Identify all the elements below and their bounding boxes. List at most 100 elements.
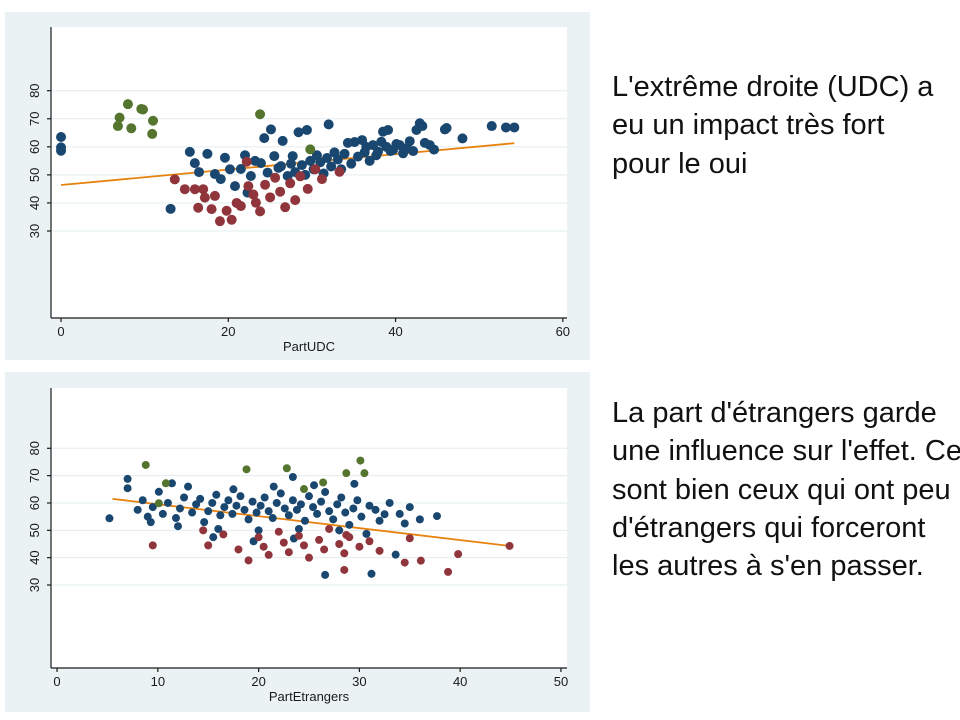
data-point-group-navy [158,509,167,518]
y-tick-label: 60 [27,496,42,510]
data-point-group-navy [287,151,298,162]
data-point-group-navy [202,148,213,159]
data-point-group-maroon [405,534,414,543]
data-point-group-maroon [416,556,425,565]
data-point-group-maroon [226,214,237,225]
data-point-group-navy [265,124,276,135]
data-point-group-maroon [260,179,271,190]
data-point-group-navy [264,507,273,516]
data-point-group-navy [259,133,270,144]
data-point-group-navy [216,511,225,520]
data-point-group-navy [200,518,209,527]
data-point-group-maroon [241,156,252,167]
data-point-group-olive [148,115,159,126]
data-point-group-navy [367,569,376,578]
data-point-group-navy [254,526,263,535]
data-point-group-navy [357,512,366,521]
data-point-group-navy [245,171,256,182]
data-point-group-navy [184,482,193,491]
data-point-group-maroon [248,189,259,200]
data-point-group-navy [323,119,334,130]
data-point-group-navy [275,161,286,172]
data-point-group-navy [365,501,374,510]
data-point-group-navy [349,504,358,513]
data-point-group-maroon [250,197,261,208]
data-point-group-navy [296,160,307,171]
data-point-group-navy [268,514,277,523]
data-point-group-navy [240,505,249,514]
data-point-group-navy [286,158,297,169]
y-tick-label: 30 [27,578,42,592]
data-point-group-navy [325,507,334,516]
data-point-group-navy [326,161,337,172]
data-point-group-navy [310,481,319,490]
data-point-group-maroon [193,202,204,213]
data-point-group-maroon [198,184,209,195]
data-point-group-navy [212,490,221,499]
data-point-group-maroon [235,201,246,212]
data-point-group-navy [500,122,511,133]
data-point-group-navy [163,498,172,507]
data-point-group-maroon [400,558,409,567]
x-tick-label: 10 [151,674,165,689]
data-point-group-maroon [199,526,208,535]
data-point-group-navy [284,511,293,520]
data-point-group-maroon [302,183,313,194]
data-point-group-olive [242,465,251,474]
data-point-group-navy [408,146,419,157]
x-tick-label: 40 [453,674,467,689]
data-point-group-navy [391,550,400,559]
data-point-group-navy [204,507,213,516]
x-tick-label: 50 [554,674,568,689]
data-point-group-maroon [270,172,281,183]
y-tick-label: 30 [27,224,42,238]
data-point-group-navy [173,522,182,531]
data-point-group-maroon [285,178,296,189]
x-tick-label: 20 [251,674,265,689]
x-tick-label: 0 [53,674,60,689]
data-point-group-navy [220,503,229,512]
plot-area [51,388,567,668]
data-point-group-navy [349,137,360,148]
data-point-group-maroon [290,195,301,206]
data-point-group-navy [345,520,354,529]
data-point-group-navy [288,496,297,505]
y-tick-label: 40 [27,550,42,564]
data-point-group-navy [288,473,297,482]
data-point-group-maroon [299,541,308,550]
data-point-group-navy [189,158,200,169]
scatter-chart-partetrangers: 0 10 20 30 40 50 PartEtrangers 30 40 50 60 70 80 [5,372,590,712]
data-point-group-navy [123,474,132,483]
data-point-group-navy [337,493,346,502]
data-point-group-navy [262,167,273,178]
data-point-group-navy [219,152,230,163]
data-point-group-navy [214,524,223,533]
data-point-group-olive [360,469,369,478]
data-point-group-olive [255,109,266,120]
data-point-group-navy [269,482,278,491]
data-point-group-maroon [244,556,253,565]
data-point-group-maroon [179,184,190,195]
data-point-group-maroon [315,535,324,544]
y-tick-label: 80 [27,441,42,455]
y-tick-label: 50 [27,168,42,182]
data-point-group-navy [301,124,312,135]
y-tick-label: 60 [27,140,42,154]
data-point-group-maroon [340,565,349,574]
data-point-group-olive [141,460,150,469]
data-point-group-navy [276,489,285,498]
data-point-group-navy [296,500,305,509]
data-point-group-olive [114,112,125,123]
data-point-group-navy [196,494,205,503]
data-point-group-navy [255,158,266,169]
data-point-group-navy [313,509,322,518]
data-point-group-maroon [275,186,286,197]
data-point-group-navy [346,158,357,169]
data-point-group-maroon [279,538,288,547]
data-point-group-navy [248,497,257,506]
data-point-group-navy [123,484,132,493]
data-point-group-navy [305,155,316,166]
data-point-group-navy [509,122,520,133]
data-point-group-navy [395,509,404,518]
